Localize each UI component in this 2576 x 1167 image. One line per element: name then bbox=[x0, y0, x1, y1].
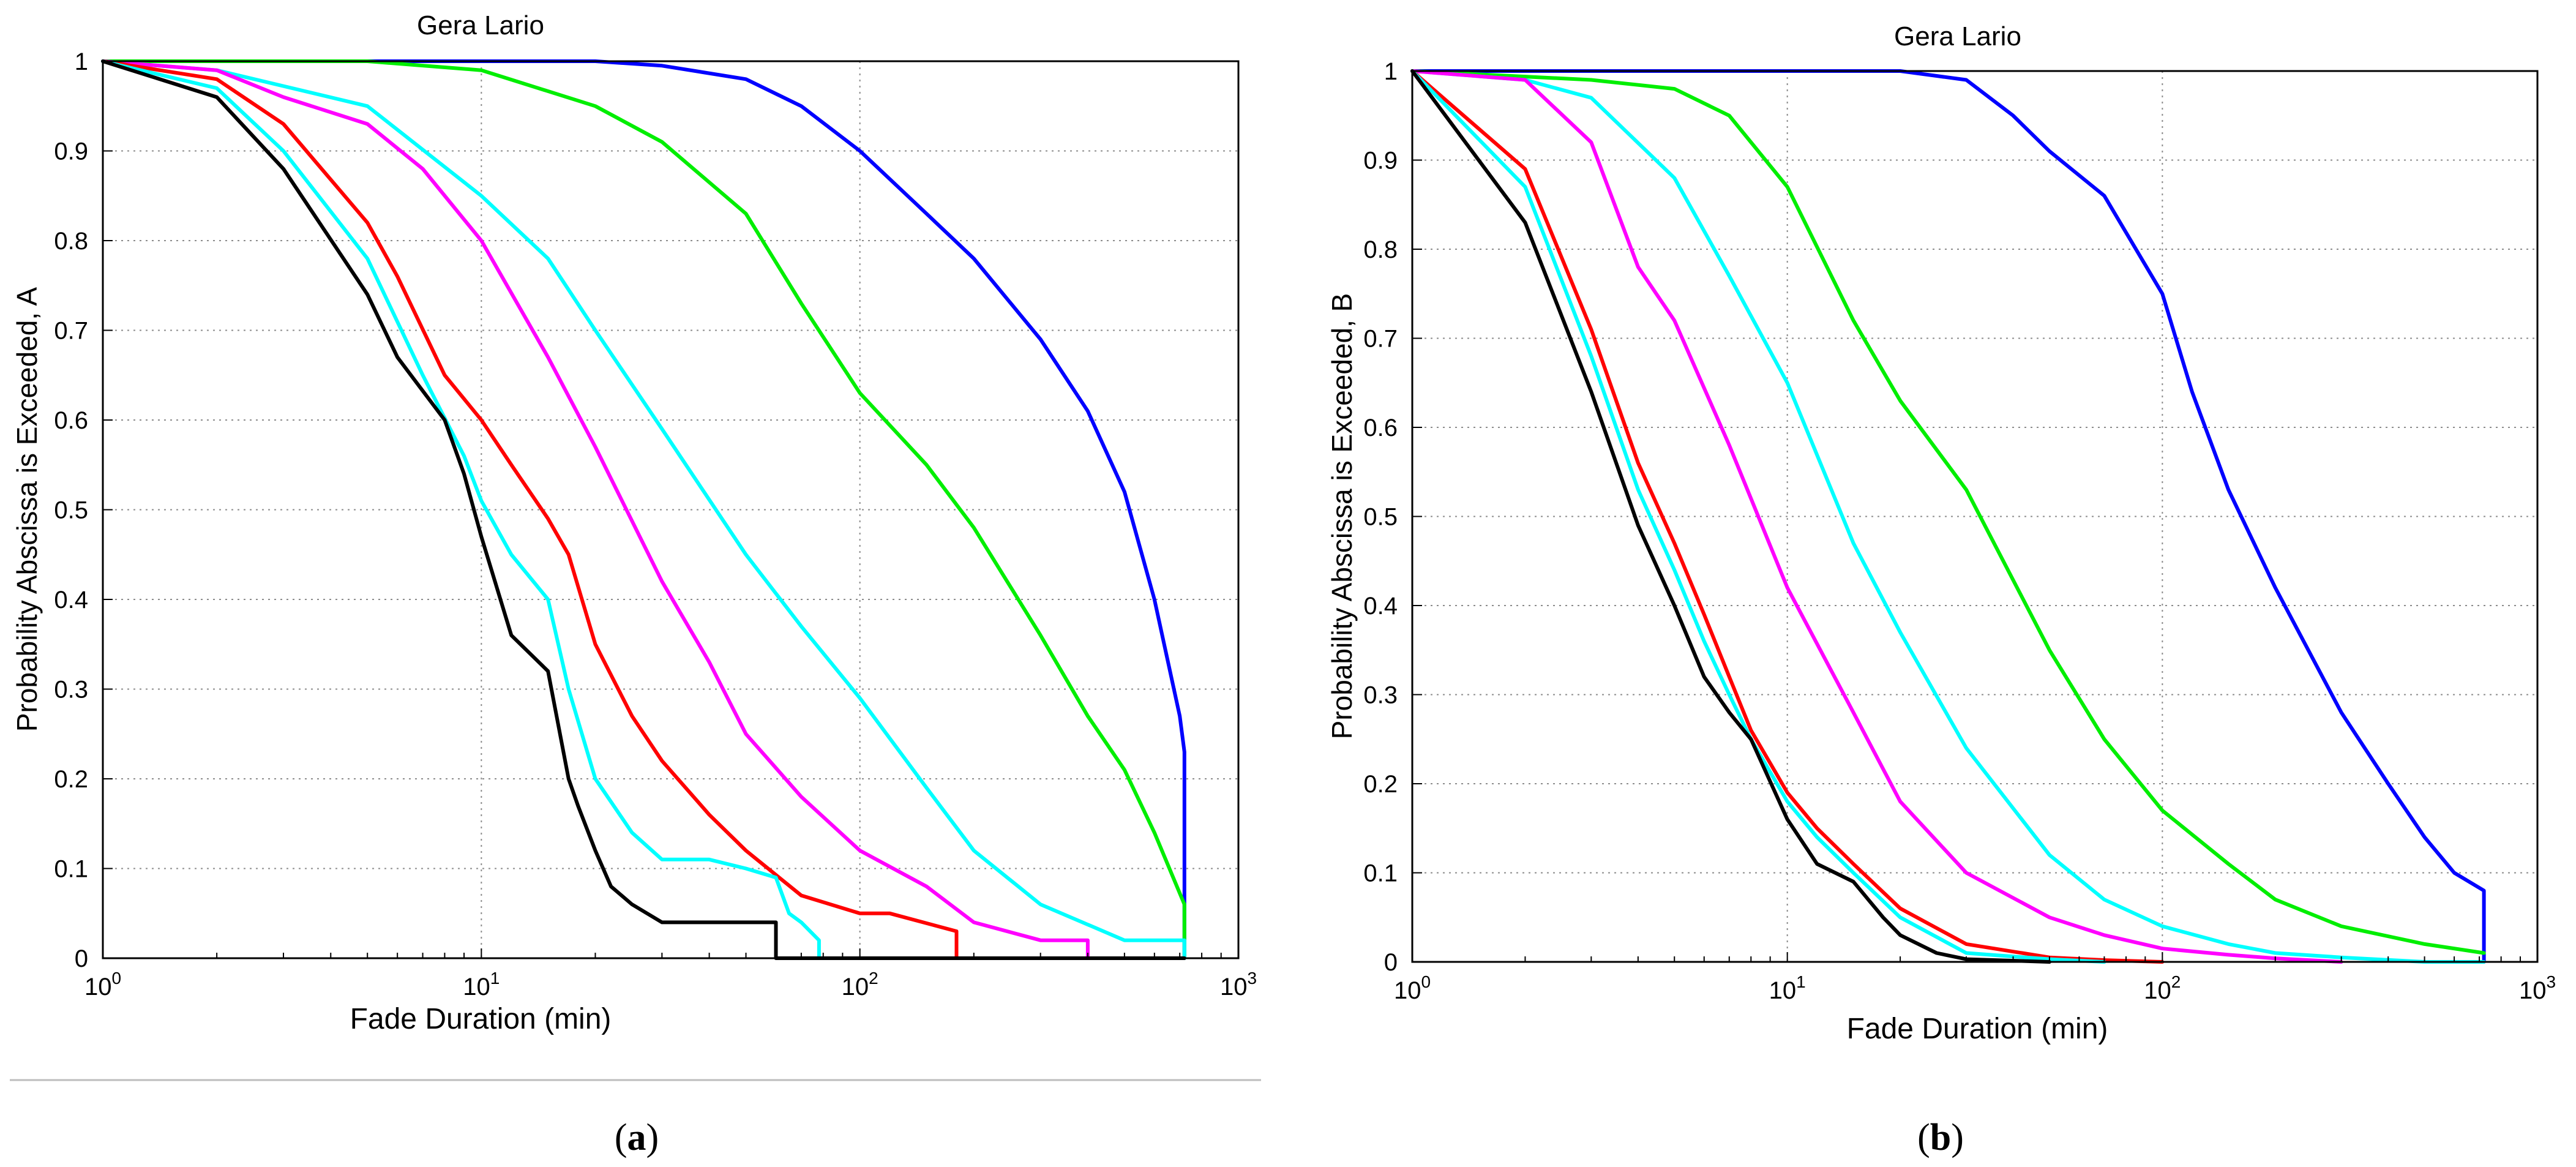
xtick-label-a-3: 103 bbox=[1220, 969, 1257, 1000]
ytick-label-a-1: 0.1 bbox=[54, 856, 88, 883]
y-axis-label-a: Probability Abscissa is Exceeded, A bbox=[11, 287, 43, 732]
ytick-label-b-1: 0.1 bbox=[1363, 860, 1398, 887]
series-line-b-2 bbox=[1410, 69, 2486, 964]
ytick-label-a-7: 0.7 bbox=[54, 318, 88, 345]
y-ticks-a: 0 0.1 0.2 0.3 0.4 0.5 0.6 0.7 0.8 0.9 1 bbox=[54, 48, 113, 972]
ytick-label-a-10: 1 bbox=[75, 48, 88, 75]
grid-b bbox=[1412, 71, 2537, 962]
xtick-label-a-1: 101 bbox=[463, 969, 500, 1000]
ytick-label-b-3: 0.3 bbox=[1363, 682, 1398, 709]
ytick-label-b-2: 0.2 bbox=[1363, 771, 1398, 798]
ytick-label-b-5: 0.5 bbox=[1363, 504, 1398, 531]
xtick-label-b-1: 101 bbox=[1769, 972, 1806, 1004]
x-axis-label-b: Fade Duration (min) bbox=[1847, 1013, 2108, 1045]
panel-b: Gera Lario 0 0.1 0.2 0.3 0.4 0.5 0.6 0.7 0.8 0.9 1… bbox=[1326, 21, 2556, 1045]
series-line-b-3 bbox=[1410, 69, 2343, 964]
series-line-b-4 bbox=[1410, 69, 2165, 964]
xtick-label-a-2: 102 bbox=[842, 969, 878, 1000]
xtick-label-b-0: 100 bbox=[1394, 972, 1431, 1004]
x-axis-label-a: Fade Duration (min) bbox=[350, 1003, 612, 1035]
series-line-a-4 bbox=[101, 59, 959, 960]
ytick-label-a-5: 0.5 bbox=[54, 497, 88, 524]
ytick-label-b-0: 0 bbox=[1384, 949, 1398, 976]
series-line-a-2 bbox=[101, 59, 1186, 960]
ytick-label-b-10: 1 bbox=[1384, 58, 1398, 85]
caption-a-letter: a bbox=[627, 1117, 646, 1158]
series-group-a bbox=[101, 59, 1186, 960]
ytick-label-b-4: 0.4 bbox=[1363, 593, 1398, 620]
y-axis-label-b: Probability Abscissa is Exceeded, B bbox=[1326, 293, 1358, 740]
caption-b-letter: b bbox=[1930, 1117, 1951, 1158]
ytick-label-a-2: 0.2 bbox=[54, 766, 88, 793]
series-line-a-5 bbox=[101, 59, 821, 960]
chart-title-b: Gera Lario bbox=[1894, 21, 2021, 51]
y-ticks-b: 0 0.1 0.2 0.3 0.4 0.5 0.6 0.7 0.8 0.9 1 bbox=[1363, 58, 1422, 976]
series-line-b-6 bbox=[1410, 69, 2051, 964]
series-line-a-6 bbox=[101, 59, 1186, 960]
ytick-label-a-4: 0.4 bbox=[54, 587, 88, 614]
series-line-b-1 bbox=[1410, 69, 2486, 955]
chart-title-a: Gera Lario bbox=[417, 10, 544, 40]
caption-a: (a) bbox=[615, 1117, 659, 1158]
ytick-label-a-0: 0 bbox=[75, 945, 88, 972]
series-line-a-1 bbox=[101, 59, 1186, 960]
ytick-label-a-8: 0.8 bbox=[54, 228, 88, 255]
x-ticks-a: 100 101 102 103 bbox=[84, 948, 1257, 1000]
series-group-b bbox=[1410, 69, 2486, 964]
ytick-label-b-6: 0.6 bbox=[1363, 415, 1398, 441]
series-line-a-3 bbox=[101, 59, 1090, 960]
x-ticks-b: 100 101 102 103 bbox=[1394, 952, 2556, 1004]
ytick-label-b-7: 0.7 bbox=[1363, 326, 1398, 353]
ytick-label-b-8: 0.8 bbox=[1363, 236, 1398, 263]
grid-a bbox=[103, 61, 1238, 958]
series-line-b-0 bbox=[1410, 69, 2486, 964]
ytick-label-b-9: 0.9 bbox=[1363, 148, 1398, 174]
xtick-label-a-0: 100 bbox=[84, 969, 121, 1000]
ytick-label-a-6: 0.6 bbox=[54, 407, 88, 434]
xtick-label-b-3: 103 bbox=[2519, 972, 2556, 1004]
ytick-label-a-3: 0.3 bbox=[54, 677, 88, 704]
ytick-label-a-9: 0.9 bbox=[54, 138, 88, 165]
caption-b: (b) bbox=[1917, 1117, 1964, 1158]
xtick-label-b-2: 102 bbox=[2144, 972, 2181, 1004]
panel-a: Gera Lario 0 0.1 0.2 0.3 0.4 0.5 0.6 0.7 0.8 0.9 1… bbox=[11, 10, 1257, 1035]
series-line-a-0 bbox=[101, 59, 1186, 960]
